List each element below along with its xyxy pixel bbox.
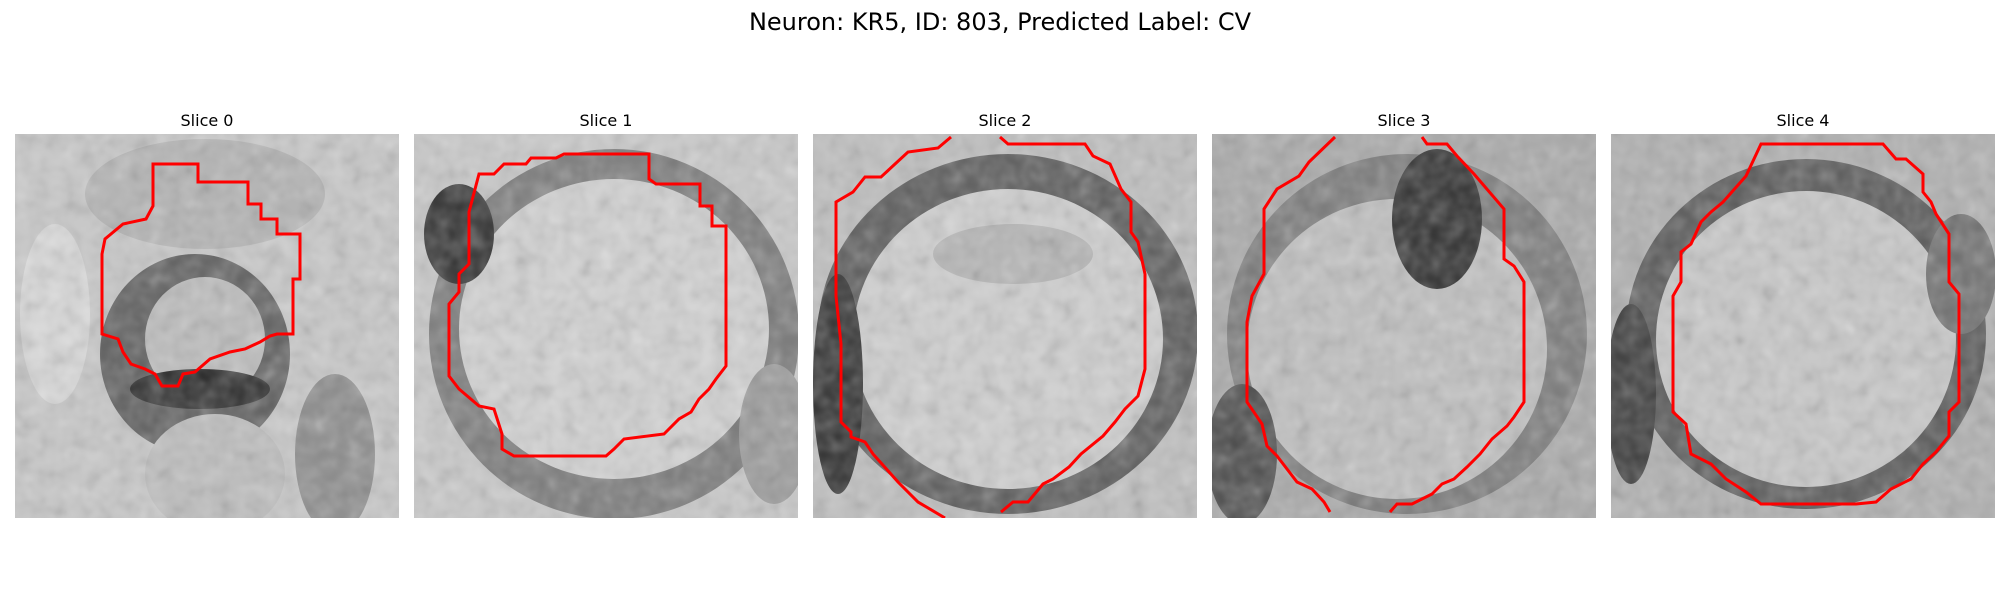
slice-image [813,134,1197,518]
slice-image [15,134,399,518]
slice-title: Slice 3 [1377,111,1431,130]
slice-title: Slice 2 [978,111,1032,130]
contour-outline [1671,142,1961,506]
slice-title: Slice 1 [579,111,633,130]
slice-image [1611,134,1995,518]
slice-panel-3: Slice 3 [1212,108,1596,518]
slice-image [414,134,798,518]
contour-outline [1388,136,1526,513]
contour-outline [447,152,728,458]
slice-panel-0: Slice 0 [15,108,399,518]
figure-title: Neuron: KR5, ID: 803, Predicted Label: C… [748,8,1252,36]
contour-outline [834,135,952,518]
contour-outline [1245,135,1337,513]
slice-image [1212,134,1596,518]
slice-title: Slice 0 [180,111,234,130]
contour-outline [999,135,1147,514]
contour-outline [100,162,302,388]
slice-panel-2: Slice 2 [813,108,1197,518]
slice-title: Slice 4 [1776,111,1830,130]
slice-panel-4: Slice 4 [1611,108,1995,518]
slice-panel-1: Slice 1 [414,108,798,518]
